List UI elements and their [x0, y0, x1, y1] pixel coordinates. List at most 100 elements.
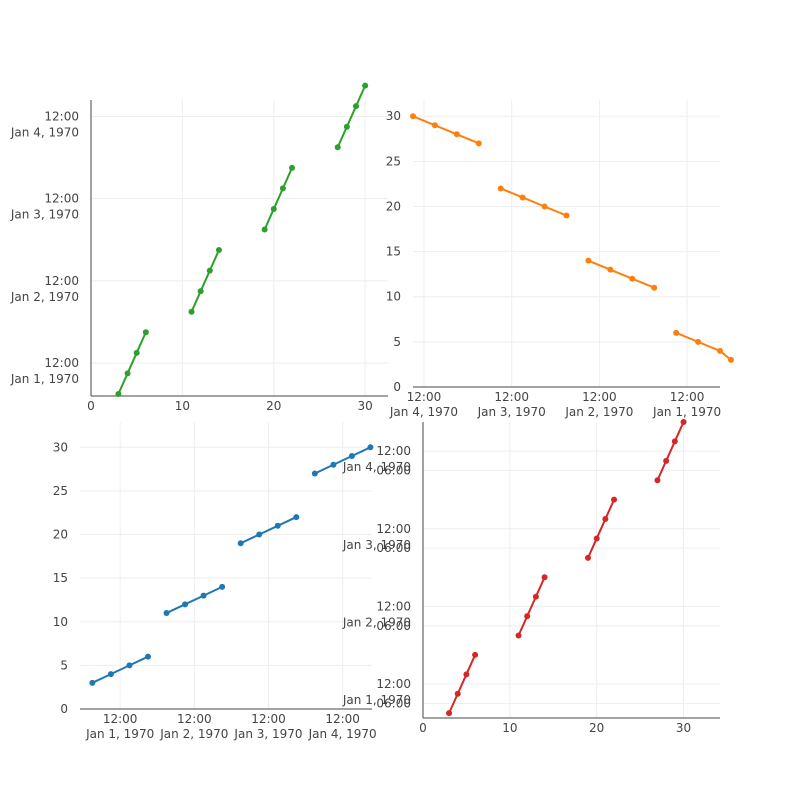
y-tick-label: 5: [60, 658, 68, 672]
y-tick-label: 06:00: [376, 619, 411, 633]
y-tick-label: 20: [53, 528, 68, 542]
data-point: [197, 288, 204, 295]
data-point: [519, 194, 526, 201]
series-line-segment: [587, 498, 616, 559]
y-tick-label: 12:00 Jan 2, 1970: [342, 599, 411, 629]
x-tick-label-line: 12:00: [494, 390, 529, 404]
data-point: [673, 329, 680, 336]
data-point: [279, 185, 286, 192]
data-point: [124, 370, 131, 377]
y-tick-label-line: 12:00: [376, 444, 411, 458]
y-tick-label: 5: [393, 335, 401, 349]
y-tick-label: 12:00 Jan 4, 1970: [342, 444, 411, 474]
data-point: [671, 438, 678, 445]
y-tick-label-line: Jan 2, 1970: [342, 615, 411, 629]
x-tick-label-line: 12:00: [177, 712, 212, 726]
x-tick-label-line: Jan 3, 1970: [233, 727, 302, 741]
data-point: [454, 690, 461, 697]
y-tick-label-line: 30: [386, 109, 401, 123]
x-tick-label-line: 30: [676, 721, 691, 735]
data-point: [475, 140, 482, 147]
data-point: [515, 632, 522, 639]
data-point: [182, 601, 189, 608]
y-tick-label-line: 10: [386, 290, 401, 304]
series-line-segment: [239, 516, 298, 545]
x-tick-label-line: Jan 4, 1970: [308, 727, 377, 741]
x-tick-label: 12:00 Jan 3, 1970: [233, 712, 302, 741]
x-tick-label-line: 10: [175, 399, 190, 413]
x-tick-label: 12:00 Jan 1, 1970: [652, 390, 721, 419]
data-point: [343, 123, 350, 130]
x-tick-label-line: 12:00: [407, 390, 442, 404]
y-tick-label-line: 12:00: [376, 677, 411, 691]
y-tick-label-line: 06:00: [376, 464, 411, 478]
y-tick-label-line: 5: [393, 335, 401, 349]
data-point: [163, 610, 170, 617]
x-tick-label: 12:00 Jan 3, 1970: [477, 390, 546, 419]
x-tick-label-line: Jan 2, 1970: [159, 727, 228, 741]
data-point: [348, 453, 355, 460]
data-point: [144, 653, 151, 660]
x-tick-label-line: 30: [358, 399, 373, 413]
x-tick-label-line: Jan 4, 1970: [389, 405, 458, 419]
data-point: [446, 710, 453, 717]
y-tick-label: 15: [53, 571, 68, 585]
data-point: [261, 226, 268, 233]
y-tick-label-line: 25: [386, 154, 401, 168]
data-point: [680, 419, 687, 425]
data-point: [651, 284, 658, 291]
data-point: [126, 662, 133, 669]
data-point: [89, 679, 96, 686]
y-tick-label-line: Jan 1, 1970: [10, 372, 79, 386]
x-tick-label-line: 10: [502, 721, 517, 735]
y-tick-label: 20: [386, 199, 401, 213]
y-tick-label-line: 12:00: [376, 522, 411, 536]
data-point: [585, 554, 591, 561]
y-tick-label-line: Jan 4, 1970: [342, 460, 411, 474]
data-point: [524, 613, 531, 620]
x-tick-label-line: Jan 1, 1970: [652, 405, 721, 419]
data-point: [472, 651, 479, 658]
y-tick-label-line: 5: [60, 658, 68, 672]
series-line-segment: [91, 655, 149, 684]
data-point: [593, 535, 600, 542]
data-point: [463, 671, 470, 678]
series-line-segment: [165, 585, 224, 615]
series-line-segment: [675, 331, 732, 361]
data-point: [431, 122, 438, 129]
y-tick-label: 30: [53, 440, 68, 454]
x-tick-label: 0: [87, 399, 95, 413]
x-tick-label-line: 0: [87, 399, 95, 413]
data-point: [219, 583, 226, 590]
x-tick-label: 30: [358, 399, 373, 413]
data-point: [353, 103, 360, 110]
data-point: [270, 205, 277, 212]
data-point: [607, 266, 614, 273]
x-tick-label: 12:00 Jan 2, 1970: [564, 390, 633, 419]
series-line-segment: [517, 576, 546, 637]
data-point: [330, 461, 337, 468]
data-point: [367, 444, 374, 451]
data-point: [107, 671, 114, 678]
data-point: [200, 592, 207, 599]
x-tick-label-line: 12:00: [325, 712, 360, 726]
y-tick-label-line: 20: [53, 528, 68, 542]
y-tick-label-line: 12:00: [44, 192, 79, 206]
x-tick-label: 12:00 Jan 1, 1970: [85, 712, 154, 741]
data-point: [206, 267, 213, 274]
y-tick-label-line: 25: [53, 484, 68, 498]
data-point: [237, 540, 244, 547]
x-tick-label-line: Jan 3, 1970: [477, 405, 546, 419]
y-tick-label-line: 15: [53, 571, 68, 585]
data-point: [453, 131, 460, 138]
y-tick-label-line: Jan 3, 1970: [10, 208, 79, 222]
y-tick-label: 0: [393, 380, 401, 394]
x-tick-label: 30: [676, 721, 691, 735]
x-tick-label: 12:00 Jan 4, 1970: [389, 390, 458, 419]
series-line-segment: [313, 446, 372, 475]
series-line-segment: [117, 331, 147, 395]
y-tick-label: 12:00 Jan 1, 1970: [342, 677, 411, 707]
